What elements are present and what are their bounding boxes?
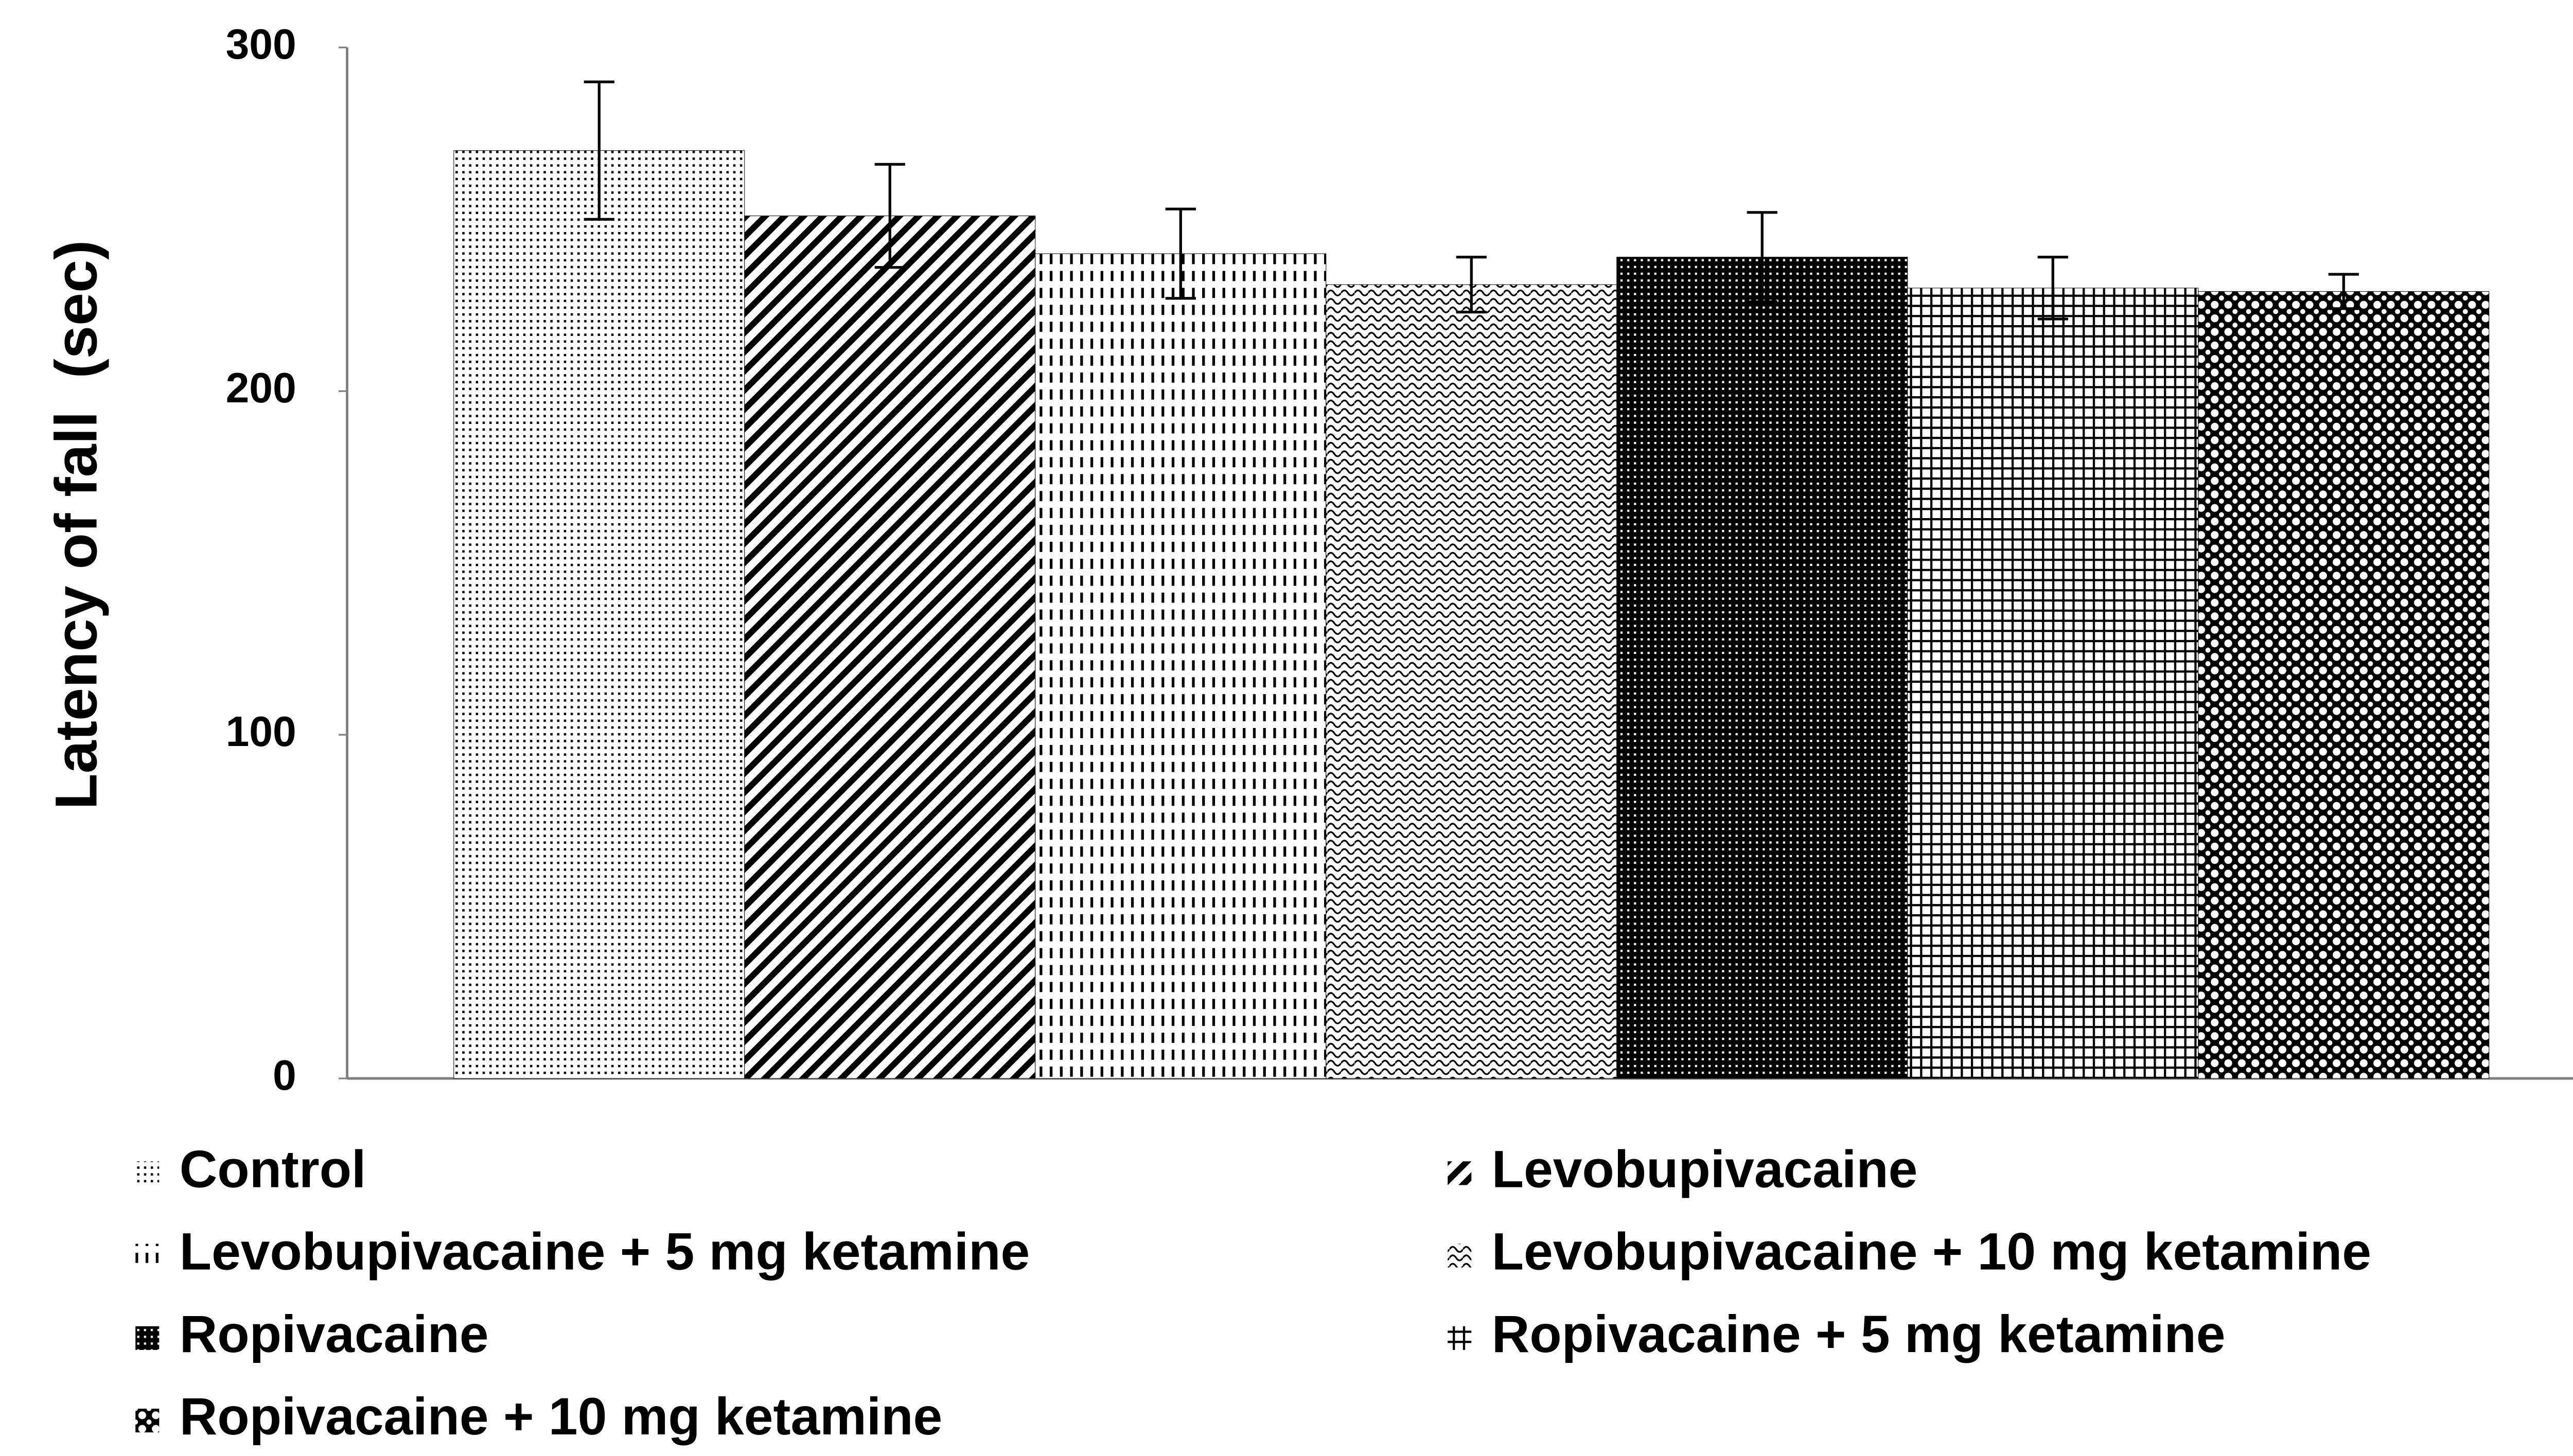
legend-swatch <box>135 1326 160 1350</box>
legend-swatch <box>1448 1244 1472 1268</box>
error-bar <box>1456 256 1487 314</box>
legend-label: Levobupivacaine <box>1492 1140 1918 1198</box>
legend-swatch <box>1448 1326 1472 1350</box>
y-tick-label: 100 <box>226 708 296 755</box>
legend-swatch <box>1448 1161 1472 1185</box>
error-bar <box>1165 207 1196 300</box>
legend-label: Levobupivacaine + 10 mg ketamine <box>1492 1222 2371 1281</box>
y-tick-label: 0 <box>273 1052 296 1099</box>
error-bar <box>874 163 905 269</box>
legend-label: Levobupivacaine + 5 mg ketamine <box>180 1222 1030 1281</box>
bar <box>2198 291 2490 1079</box>
bar <box>1616 257 1908 1079</box>
bar <box>453 150 745 1079</box>
legend-swatch <box>135 1161 160 1185</box>
legend-label: Ropivacaine + 10 mg ketamine <box>180 1387 943 1446</box>
error-bar <box>1747 211 1777 304</box>
bar <box>1035 253 1327 1079</box>
bar <box>1326 284 1617 1079</box>
error-bar <box>584 80 614 221</box>
legend-label: Control <box>180 1140 366 1198</box>
y-tick-label: 200 <box>226 365 296 412</box>
y-axis-label: Latency of fall (sec) <box>44 240 110 810</box>
legend-label: Ropivacaine <box>180 1305 489 1363</box>
error-bar <box>2328 273 2359 310</box>
legend-swatch <box>135 1244 160 1268</box>
bar <box>744 216 1036 1079</box>
error-bar <box>2037 256 2068 321</box>
legend-swatch <box>135 1409 160 1433</box>
bar <box>1907 288 2199 1079</box>
y-tick-label: 300 <box>226 21 296 68</box>
legend-label: Ropivacaine + 5 mg ketamine <box>1492 1305 2226 1363</box>
